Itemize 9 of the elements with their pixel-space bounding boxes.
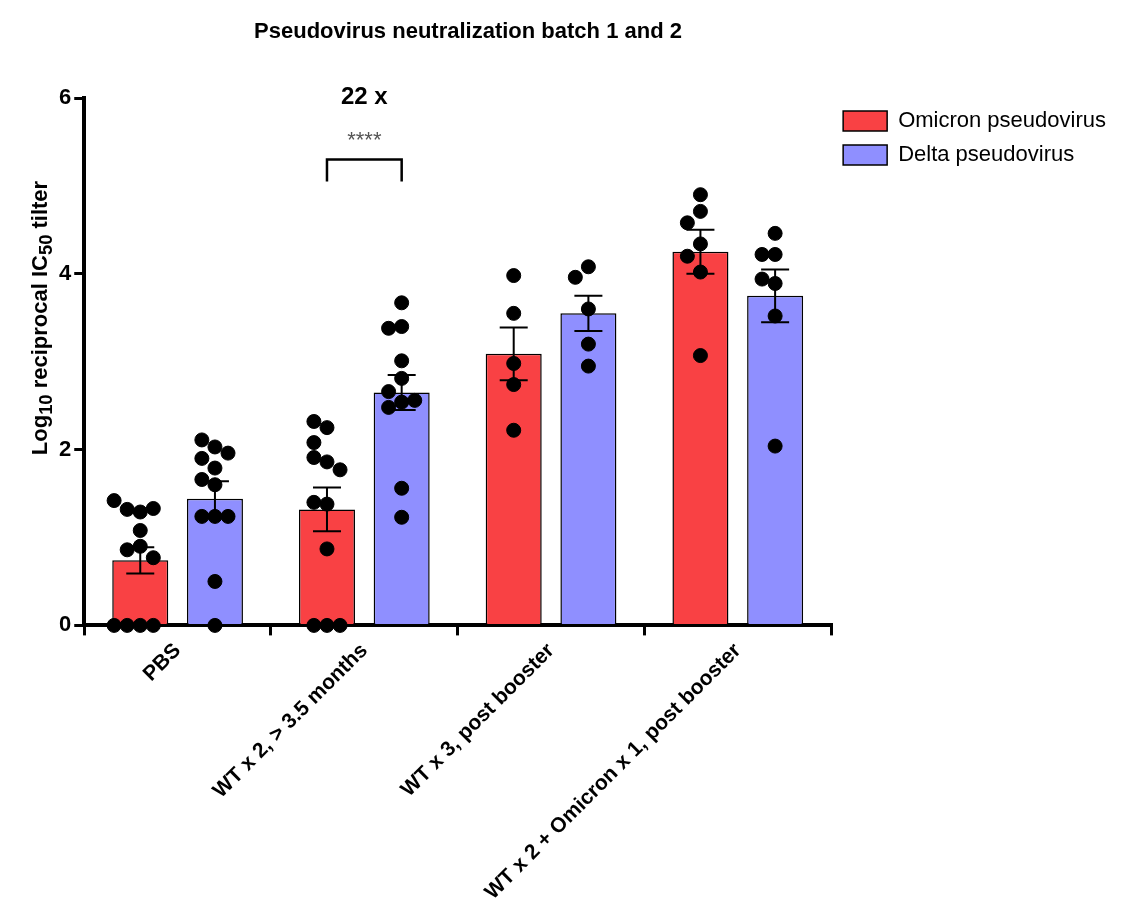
legend-label: Omicron pseudovirus — [898, 107, 1107, 133]
y-tick-label: 6 — [58, 84, 72, 110]
y-tick-label: 0 — [58, 611, 72, 637]
y-tick-label: 2 — [58, 435, 72, 461]
chart-title: Pseudovirus neutralization batch 1 and 2 — [253, 18, 683, 44]
annotation: 22 x — [340, 82, 389, 110]
legend-label: Delta pseudovirus — [898, 141, 1075, 167]
y-tick-label: 4 — [58, 259, 72, 285]
annotation: **** — [347, 126, 382, 152]
